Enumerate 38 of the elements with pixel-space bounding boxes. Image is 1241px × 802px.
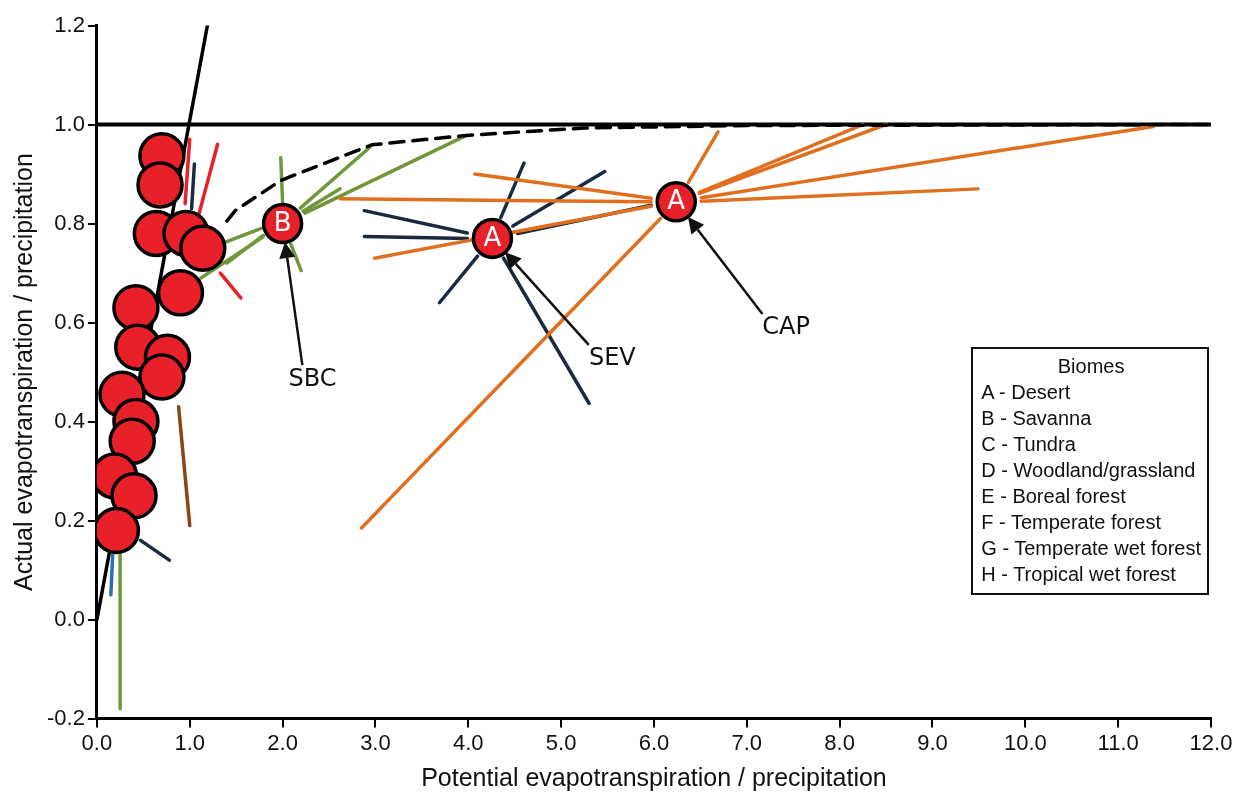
y-tick-label: 0.4 bbox=[54, 407, 85, 433]
annotation: G - Temperate wet forest bbox=[981, 536, 1201, 562]
annotation: CAP bbox=[762, 311, 810, 340]
x-tick-label: 2.0 bbox=[267, 729, 298, 755]
y-tick-label: 0.2 bbox=[54, 506, 85, 532]
x-tick-label: 10.0 bbox=[1003, 729, 1047, 755]
annotation: H - Tropical wet forest bbox=[981, 562, 1177, 588]
annotation: D - Woodland/grassland bbox=[981, 458, 1197, 484]
y-axis-title: Actual evapotranspiration / precipitation bbox=[8, 153, 37, 591]
x-tick-label: 12.0 bbox=[1189, 729, 1233, 755]
x-tick-label: 0.0 bbox=[81, 729, 113, 755]
x-tick-label: 3.0 bbox=[360, 729, 391, 755]
annotation: F - Temperate forest bbox=[981, 510, 1162, 536]
y-tick-label: 0.8 bbox=[54, 209, 85, 235]
x-tick-label: 8.0 bbox=[824, 729, 855, 755]
x-tick-label: 1.0 bbox=[174, 729, 206, 755]
annotation: C - Tundra bbox=[981, 432, 1077, 458]
x-tick-label: 9.0 bbox=[917, 729, 948, 755]
x-tick-label: 6.0 bbox=[638, 729, 670, 755]
annotation: SEV bbox=[588, 343, 636, 372]
x-axis-title: Potential evapotranspiration / precipitation bbox=[421, 762, 887, 791]
x-tick-label: 4.0 bbox=[452, 729, 484, 755]
annotation: Biomes bbox=[1056, 354, 1126, 380]
y-tick-label: 1.2 bbox=[54, 11, 85, 37]
y-tick-label: 0.0 bbox=[54, 605, 85, 631]
annotation: E - Boreal forest bbox=[981, 484, 1127, 510]
data-label: B bbox=[273, 207, 292, 238]
annotation: SBC bbox=[288, 363, 337, 392]
x-tick-label: 7.0 bbox=[731, 729, 763, 755]
annotation: A - Desert bbox=[981, 380, 1072, 406]
x-tick-label: 5.0 bbox=[545, 729, 577, 755]
y-tick-label: 1.0 bbox=[54, 110, 85, 136]
y-tick-label: 0.6 bbox=[54, 308, 85, 334]
y-tick-label: -0.2 bbox=[46, 704, 85, 730]
annotation: B - Savanna bbox=[981, 406, 1093, 432]
data-label: A bbox=[483, 222, 502, 253]
x-tick-label: 11.0 bbox=[1097, 729, 1139, 755]
data-label: A bbox=[667, 185, 686, 216]
